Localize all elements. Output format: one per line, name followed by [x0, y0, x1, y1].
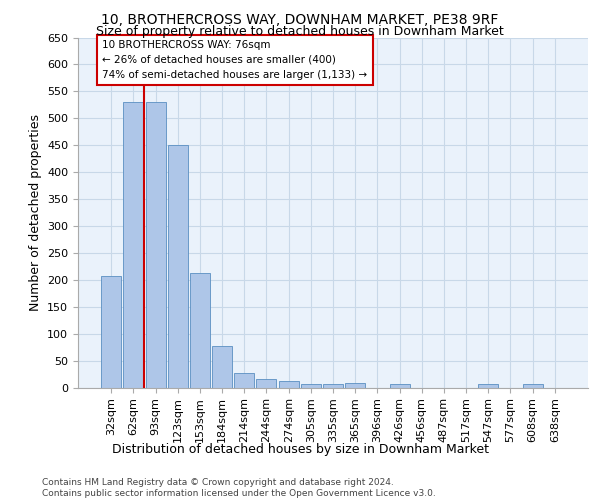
Y-axis label: Number of detached properties: Number of detached properties [29, 114, 41, 311]
Text: Contains HM Land Registry data © Crown copyright and database right 2024.
Contai: Contains HM Land Registry data © Crown c… [42, 478, 436, 498]
Bar [301, 384, 321, 388]
Bar [256, 380, 277, 388]
Bar [124, 102, 143, 388]
Bar [345, 383, 365, 388]
Bar [478, 384, 498, 388]
Bar [234, 373, 254, 388]
Text: Distribution of detached houses by size in Downham Market: Distribution of detached houses by size … [112, 442, 488, 456]
Bar [278, 381, 299, 388]
Bar [190, 274, 210, 388]
Bar [168, 145, 188, 388]
Text: 10, BROTHERCROSS WAY, DOWNHAM MARKET, PE38 9RF: 10, BROTHERCROSS WAY, DOWNHAM MARKET, PE… [101, 12, 499, 26]
Bar [146, 102, 166, 388]
Bar [523, 384, 542, 388]
Bar [389, 384, 410, 388]
Bar [212, 346, 232, 388]
Text: 10 BROTHERCROSS WAY: 76sqm
← 26% of detached houses are smaller (400)
74% of sem: 10 BROTHERCROSS WAY: 76sqm ← 26% of deta… [102, 40, 367, 80]
Bar [323, 384, 343, 388]
Text: Size of property relative to detached houses in Downham Market: Size of property relative to detached ho… [96, 25, 504, 38]
Bar [101, 276, 121, 388]
